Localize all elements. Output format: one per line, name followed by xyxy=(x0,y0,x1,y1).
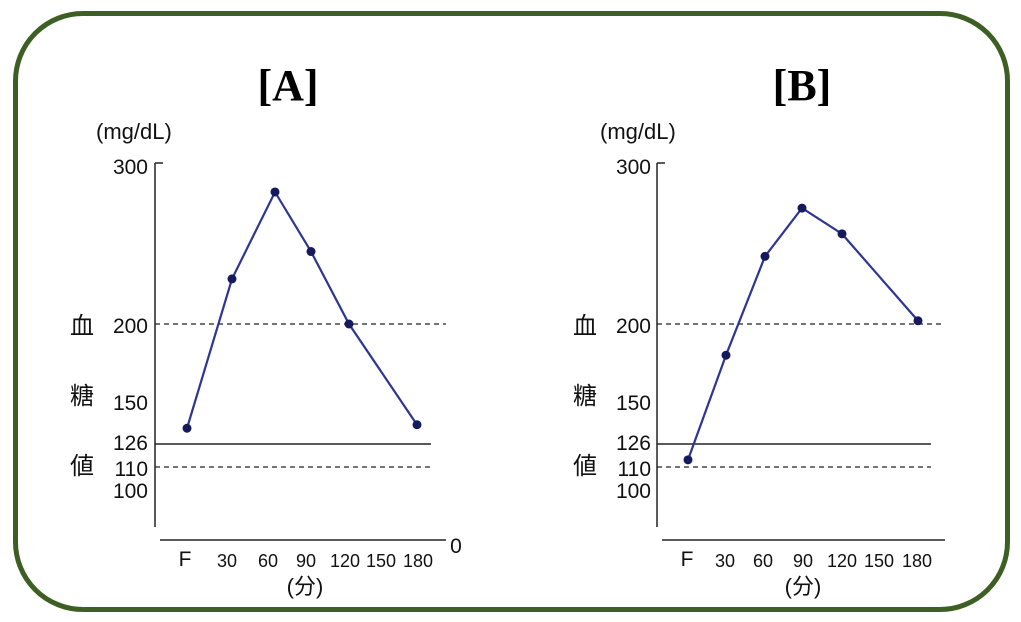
ylabel-char-b-1: 血 xyxy=(573,312,597,340)
x-tick-b-60: 60 xyxy=(753,551,773,571)
data-point-a-0 xyxy=(182,423,192,433)
y-tick-a-110: 110 xyxy=(115,458,148,481)
x-tick-a-90: 90 xyxy=(296,551,316,571)
x-tick-b-120: 120 xyxy=(827,551,857,571)
y-tick-b-100: 100 xyxy=(616,480,651,503)
y-tick-a-100: 100 xyxy=(113,480,148,503)
data-point-b-120 xyxy=(837,229,847,239)
y-tick-b-110: 110 xyxy=(618,458,651,481)
y-tick-b-300: 300 xyxy=(616,156,651,179)
ylabel-char-a-3: 値 xyxy=(70,452,94,480)
y-tick-a-126: 126 xyxy=(113,432,148,455)
x-tick-b-30: 30 xyxy=(715,551,735,571)
y-tick-b-150: 150 xyxy=(616,392,651,415)
ylabel-char-a-2: 糖 xyxy=(70,382,94,410)
y-tick-b-200: 200 xyxy=(616,315,651,338)
ylabel-char-a-1: 血 xyxy=(70,312,94,340)
x-tick-a-180: 180 xyxy=(403,551,433,571)
x-tick-b-150: 150 xyxy=(864,551,894,571)
y-tick-b-126: 126 xyxy=(616,432,651,455)
data-point-a-30 xyxy=(227,274,237,284)
data-point-b-0 xyxy=(683,455,693,465)
series-line-b xyxy=(686,206,919,461)
series-b xyxy=(683,203,923,465)
x-tick-a-150: 150 xyxy=(366,551,396,571)
x-extra-label-a: 0 xyxy=(450,535,462,558)
x-axis-label-a: (分) xyxy=(287,574,324,599)
unit-label-a: (mg/dL) xyxy=(96,119,172,144)
data-point-a-180 xyxy=(412,420,422,430)
data-point-b-30 xyxy=(721,350,731,360)
series-a xyxy=(182,187,422,433)
data-point-a-120 xyxy=(344,319,354,329)
rounded-frame xyxy=(13,11,1010,612)
data-point-b-90 xyxy=(797,203,807,213)
chart-title-a: [A] xyxy=(257,61,318,110)
y-tick-a-150: 150 xyxy=(113,392,148,415)
data-point-b-180 xyxy=(913,316,923,326)
ylabel-char-b-3: 値 xyxy=(573,452,597,480)
x-tick-b-180: 180 xyxy=(902,551,932,571)
series-line-a xyxy=(185,189,418,429)
data-point-b-60 xyxy=(760,251,770,261)
y-tick-a-200: 200 xyxy=(113,315,148,338)
x-tick-a-F: F xyxy=(179,548,192,571)
x-tick-b-90: 90 xyxy=(793,551,813,571)
ylabel-char-b-2: 糖 xyxy=(573,382,597,410)
x-tick-a-60: 60 xyxy=(258,551,278,571)
y-tick-a-300: 300 xyxy=(113,156,148,179)
chart-panel-a: [A] (mg/dL) 血 糖 値 300 200 150 126 110 10… xyxy=(70,61,462,599)
x-tick-b-F: F xyxy=(681,548,694,571)
data-point-a-60 xyxy=(270,187,280,197)
x-axis-label-b: (分) xyxy=(785,574,822,599)
chart-title-b: [B] xyxy=(773,61,832,110)
x-tick-a-30: 30 xyxy=(217,551,237,571)
unit-label-b: (mg/dL) xyxy=(600,119,676,144)
chart-panel-b: [B] (mg/dL) 血 糖 値 300 200 150 126 110 10… xyxy=(573,61,945,599)
x-tick-a-120: 120 xyxy=(330,551,360,571)
data-point-a-90 xyxy=(306,247,316,257)
